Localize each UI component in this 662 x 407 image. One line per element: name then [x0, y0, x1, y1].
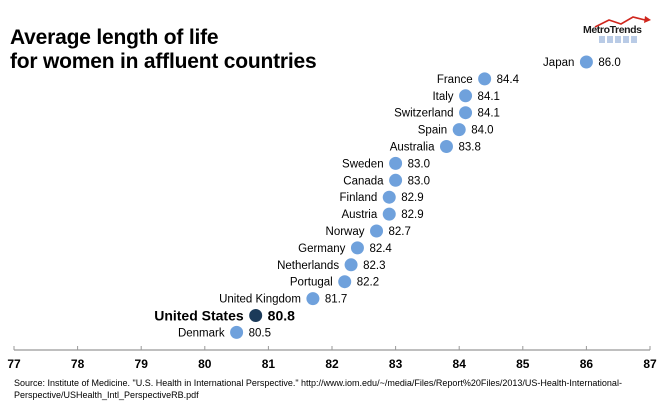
data-point — [389, 156, 403, 170]
x-tick-label: 77 — [7, 357, 21, 371]
chart-title-line-1: Average length of life — [10, 26, 219, 49]
chart-title: Average length of life for women in affl… — [10, 26, 317, 74]
data-point — [230, 325, 244, 339]
country-label: Finland — [340, 192, 378, 204]
x-tick-label: 86 — [580, 357, 594, 371]
data-point-row: Australia 83.8 — [390, 140, 481, 154]
data-point-row: France 84.4 — [437, 72, 520, 86]
x-tick-label: 80 — [198, 357, 212, 371]
data-point — [459, 106, 473, 120]
value-label: 83.0 — [408, 175, 430, 187]
data-point-row: Denmark 80.5 — [178, 325, 271, 339]
value-label: 80.5 — [249, 327, 271, 339]
data-point — [459, 89, 473, 103]
data-point — [350, 241, 364, 255]
data-point — [439, 140, 453, 153]
value-label: 82.2 — [357, 277, 379, 289]
value-label: 84.1 — [478, 91, 500, 103]
value-label: 84.1 — [478, 108, 500, 120]
data-point — [478, 72, 492, 86]
data-point-row: United Kingdom 81.7 — [219, 292, 347, 306]
data-point-row: United States 80.8 — [154, 308, 295, 324]
value-label: 82.3 — [363, 260, 385, 272]
value-label: 80.8 — [268, 308, 295, 324]
x-axis: 77 78 79 80 81 82 83 84 85 86 87 — [7, 346, 657, 371]
data-point-row: Norway 82.7 — [326, 224, 411, 238]
data-point — [338, 275, 352, 289]
data-point — [370, 224, 384, 238]
country-label: Canada — [343, 175, 384, 187]
chart-title-line-2: for women in affluent countries — [10, 50, 317, 73]
x-tick-label: 78 — [71, 357, 85, 371]
country-label: Denmark — [178, 327, 225, 339]
x-tick-label: 87 — [643, 357, 657, 371]
country-label: Netherlands — [277, 260, 339, 272]
value-label: 84.0 — [471, 125, 493, 137]
data-points: Japan 86.0 France 84.4 Italy 84.1 Switzerland 8… — [154, 55, 621, 339]
value-label: 84.4 — [497, 74, 520, 86]
x-tick-label: 82 — [325, 357, 339, 371]
data-point-row: Canada 83.0 — [343, 173, 430, 187]
value-label: 86.0 — [598, 57, 620, 69]
data-point — [452, 123, 466, 137]
country-label: Norway — [326, 226, 365, 238]
country-label: United Kingdom — [219, 294, 301, 306]
metrotrends-logo: MetroTrends — [583, 15, 653, 43]
data-point-row: Japan 86.0 — [543, 55, 621, 69]
data-point — [389, 173, 403, 187]
x-tick-label: 84 — [453, 357, 467, 371]
data-point-row: Spain 84.0 — [418, 123, 494, 137]
value-label: 82.4 — [369, 243, 392, 255]
country-label: Italy — [432, 91, 453, 103]
data-point-highlight — [249, 309, 263, 322]
source-note: Source: Institute of Medicine. "U.S. Hea… — [14, 378, 622, 400]
value-label: 82.7 — [389, 226, 411, 238]
country-label: Australia — [390, 142, 435, 154]
data-point-row: Portugal 82.2 — [290, 275, 379, 289]
logo-bars — [599, 36, 637, 43]
data-point-row: Austria 82.9 — [341, 207, 424, 221]
value-label: 83.8 — [458, 142, 480, 154]
data-point-row: Finland 82.9 — [340, 190, 424, 204]
country-label: United States — [154, 308, 244, 324]
data-point-row: Germany 82.4 — [298, 241, 392, 255]
x-tick-label: 85 — [516, 357, 530, 371]
logo-text: MetroTrends — [583, 24, 642, 36]
value-label: 82.9 — [401, 192, 423, 204]
data-point — [382, 207, 396, 221]
country-label: Spain — [418, 125, 447, 137]
country-label: Austria — [341, 209, 377, 221]
x-tick-label: 79 — [135, 357, 149, 371]
country-label: France — [437, 74, 473, 86]
value-label: 82.9 — [401, 209, 423, 221]
data-point-row: Sweden 83.0 — [342, 156, 430, 170]
data-point-row: Switzerland 84.1 — [394, 106, 500, 120]
x-tick-label: 83 — [389, 357, 403, 371]
value-label: 81.7 — [325, 294, 347, 306]
value-label: 83.0 — [408, 158, 430, 170]
data-point — [344, 258, 358, 272]
data-point — [382, 190, 396, 204]
country-label: Germany — [298, 243, 346, 255]
trend-arrow-icon — [594, 16, 651, 28]
country-label: Portugal — [290, 277, 333, 289]
data-point-row: Netherlands 82.3 — [277, 258, 385, 272]
country-label: Switzerland — [394, 108, 453, 120]
country-label: Sweden — [342, 158, 384, 170]
country-label: Japan — [543, 57, 574, 69]
data-point-row: Italy 84.1 — [432, 89, 500, 103]
x-tick-label: 81 — [262, 357, 276, 371]
data-point — [306, 292, 320, 306]
data-point — [579, 55, 593, 69]
